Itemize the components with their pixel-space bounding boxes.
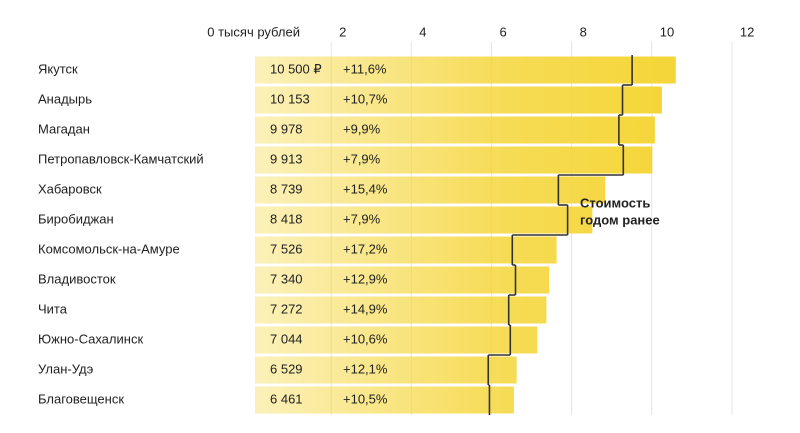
bar (255, 266, 550, 294)
category-label: Чита (38, 301, 68, 316)
value-label: 9 978 (270, 121, 303, 136)
bar (255, 386, 514, 414)
value-label: 8 418 (270, 211, 303, 226)
value-label: 10 500 ₽ (270, 61, 322, 76)
bar (255, 236, 557, 264)
value-label: 8 739 (270, 181, 303, 196)
x-tick-label: 0 тысяч рублей (207, 24, 300, 39)
x-tick-label: 12 (740, 24, 754, 39)
category-label: Благовещенск (38, 391, 124, 406)
bar (255, 356, 517, 384)
bar (255, 176, 606, 204)
value-label: 7 272 (270, 301, 303, 316)
change-label: +12,1% (343, 361, 388, 376)
annotation: Стоимость (580, 195, 650, 210)
category-label: Петропавловск-Камчатский (38, 151, 204, 166)
x-tick-label: 6 (499, 24, 506, 39)
bar (255, 326, 538, 354)
value-label: 9 913 (270, 151, 303, 166)
category-label: Владивосток (38, 271, 116, 286)
category-label: Биробиджан (38, 211, 114, 226)
value-label: 7 340 (270, 271, 303, 286)
category-label: Хабаровск (38, 181, 102, 196)
bar (255, 56, 676, 84)
change-label: +9,9% (343, 121, 381, 136)
value-label: 10 153 (270, 91, 310, 106)
change-label: +7,9% (343, 211, 381, 226)
change-label: +10,7% (343, 91, 388, 106)
value-label: 7 044 (270, 331, 303, 346)
change-label: +10,5% (343, 391, 388, 406)
x-tick-label: 10 (660, 24, 674, 39)
change-label: +14,9% (343, 301, 388, 316)
change-label: +7,9% (343, 151, 381, 166)
value-label: 7 526 (270, 241, 303, 256)
annotation: годом ранее (580, 212, 660, 227)
change-label: +11,6% (343, 61, 387, 76)
bar (255, 86, 662, 114)
change-label: +10,6% (343, 331, 388, 346)
bar (255, 296, 547, 324)
x-tick-label: 2 (339, 24, 346, 39)
category-label: Южно-Сахалинск (38, 331, 143, 346)
bar (255, 206, 593, 234)
change-label: +12,9% (343, 271, 388, 286)
category-label: Улан-Удэ (38, 361, 94, 376)
category-label: Магадан (38, 121, 90, 136)
bar (255, 146, 653, 174)
x-tick-label: 8 (580, 24, 587, 39)
category-label: Комсомольск-на-Амуре (38, 241, 180, 256)
bar (255, 116, 655, 144)
category-label: Якутск (38, 61, 78, 76)
value-label: 6 529 (270, 361, 303, 376)
category-label: Анадырь (38, 91, 92, 106)
x-tick-label: 4 (419, 24, 426, 39)
change-label: +15,4% (343, 181, 388, 196)
change-label: +17,2% (343, 241, 388, 256)
value-label: 6 461 (270, 391, 303, 406)
